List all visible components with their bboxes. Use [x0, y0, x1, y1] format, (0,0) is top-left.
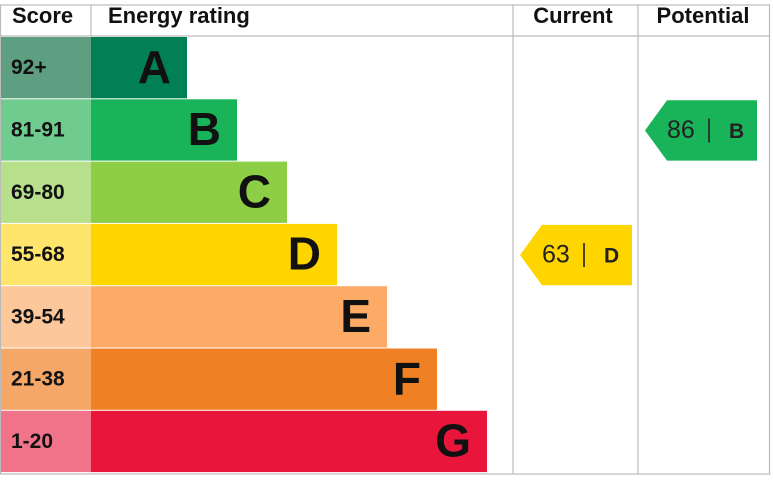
- rating-bar: [91, 286, 387, 348]
- band-letter: B: [188, 103, 221, 155]
- band-letter: D: [288, 228, 321, 280]
- rating-bar: [91, 223, 337, 286]
- score-label: 81-91: [11, 118, 65, 141]
- potential-arrow: [645, 100, 757, 161]
- score-label: 55-68: [11, 243, 65, 266]
- band-letter: C: [238, 165, 271, 217]
- rating-bar: [91, 410, 487, 473]
- frame: [0, 4, 771, 475]
- score-cell: [1, 37, 91, 99]
- current-value: 63: [542, 241, 570, 269]
- score-label: 92+: [11, 56, 47, 79]
- header-potential: Potential: [657, 3, 750, 28]
- score-cell: [1, 348, 91, 410]
- grid: [0, 4, 771, 475]
- current-arrow: [520, 224, 632, 286]
- band-letter: G: [435, 415, 471, 467]
- band-letter: A: [138, 41, 171, 93]
- score-cell: [1, 99, 91, 161]
- rating-bar: [91, 99, 237, 161]
- score-label: 69-80: [11, 181, 65, 204]
- current-letter: D: [604, 245, 619, 268]
- band-letter: E: [340, 290, 371, 342]
- score-cell: [1, 286, 91, 348]
- score-label: 39-54: [11, 305, 65, 328]
- score-cell: [1, 223, 91, 286]
- score-cell: [1, 161, 91, 223]
- rating-bar: [91, 161, 287, 223]
- header-score: Score: [12, 3, 73, 28]
- rating-bar: [91, 348, 437, 410]
- potential-letter: B: [729, 120, 744, 143]
- header-rating: Energy rating: [108, 3, 250, 28]
- header-current: Current: [533, 3, 613, 28]
- potential-value: 86: [667, 116, 695, 144]
- band-letter: F: [393, 352, 421, 404]
- score-label: 21-38: [11, 368, 65, 391]
- score-label: 1-20: [11, 430, 53, 453]
- rating-bar: [91, 37, 187, 99]
- score-cell: [1, 410, 91, 473]
